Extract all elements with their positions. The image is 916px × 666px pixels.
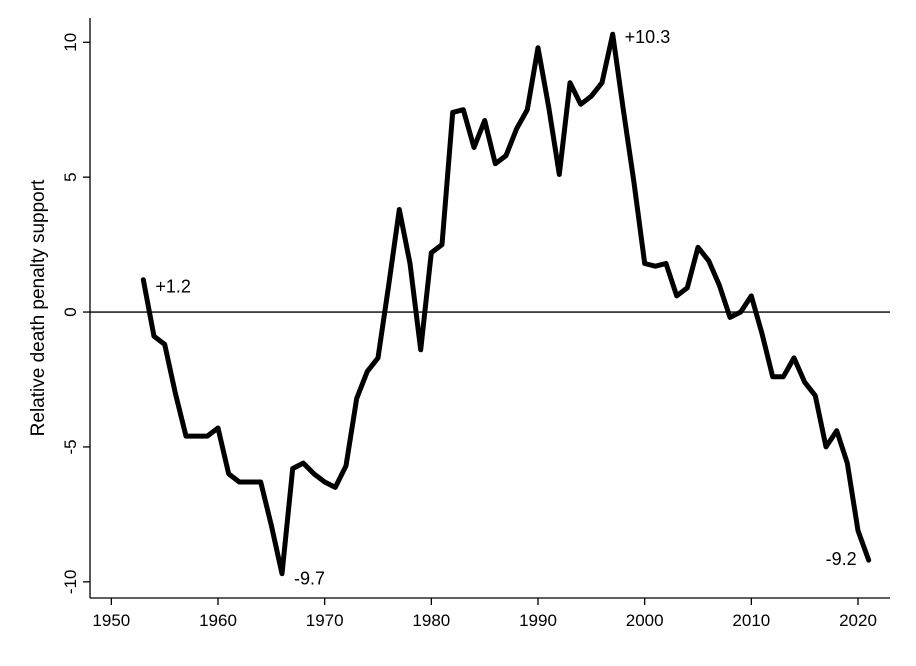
- series-group: [140, 31, 872, 577]
- x-tick-label: 2000: [626, 611, 664, 630]
- data-annotation: -9.2: [826, 549, 857, 569]
- x-tick-label: 1950: [92, 611, 130, 630]
- x-tick-label: 1970: [306, 611, 344, 630]
- axes: 10 5 0 -5 -10 1950 1960 1970 1980 1990 2000 2010 202…: [61, 18, 890, 630]
- data-annotation: +10.3: [625, 27, 671, 47]
- annotations: +1.2 -9.7 +10.3 -9.2: [155, 27, 856, 589]
- x-tick-label: 1960: [199, 611, 237, 630]
- x-tick-label: 1990: [519, 611, 557, 630]
- y-tick-label: 5: [61, 172, 80, 181]
- data-annotation: -9.7: [294, 568, 325, 588]
- x-tick-label: 2010: [732, 611, 770, 630]
- y-tick-label: 0: [61, 307, 80, 316]
- y-tick-label: 10: [61, 33, 80, 52]
- x-tick-label: 1980: [412, 611, 450, 630]
- data-annotation: +1.2: [155, 276, 191, 296]
- y-axis-title: Relative death penalty support: [28, 179, 49, 436]
- series-line: [140, 31, 872, 577]
- y-tick-label: -10: [61, 570, 80, 595]
- y-tick-label: -5: [61, 439, 80, 454]
- x-tick-label: 2020: [839, 611, 877, 630]
